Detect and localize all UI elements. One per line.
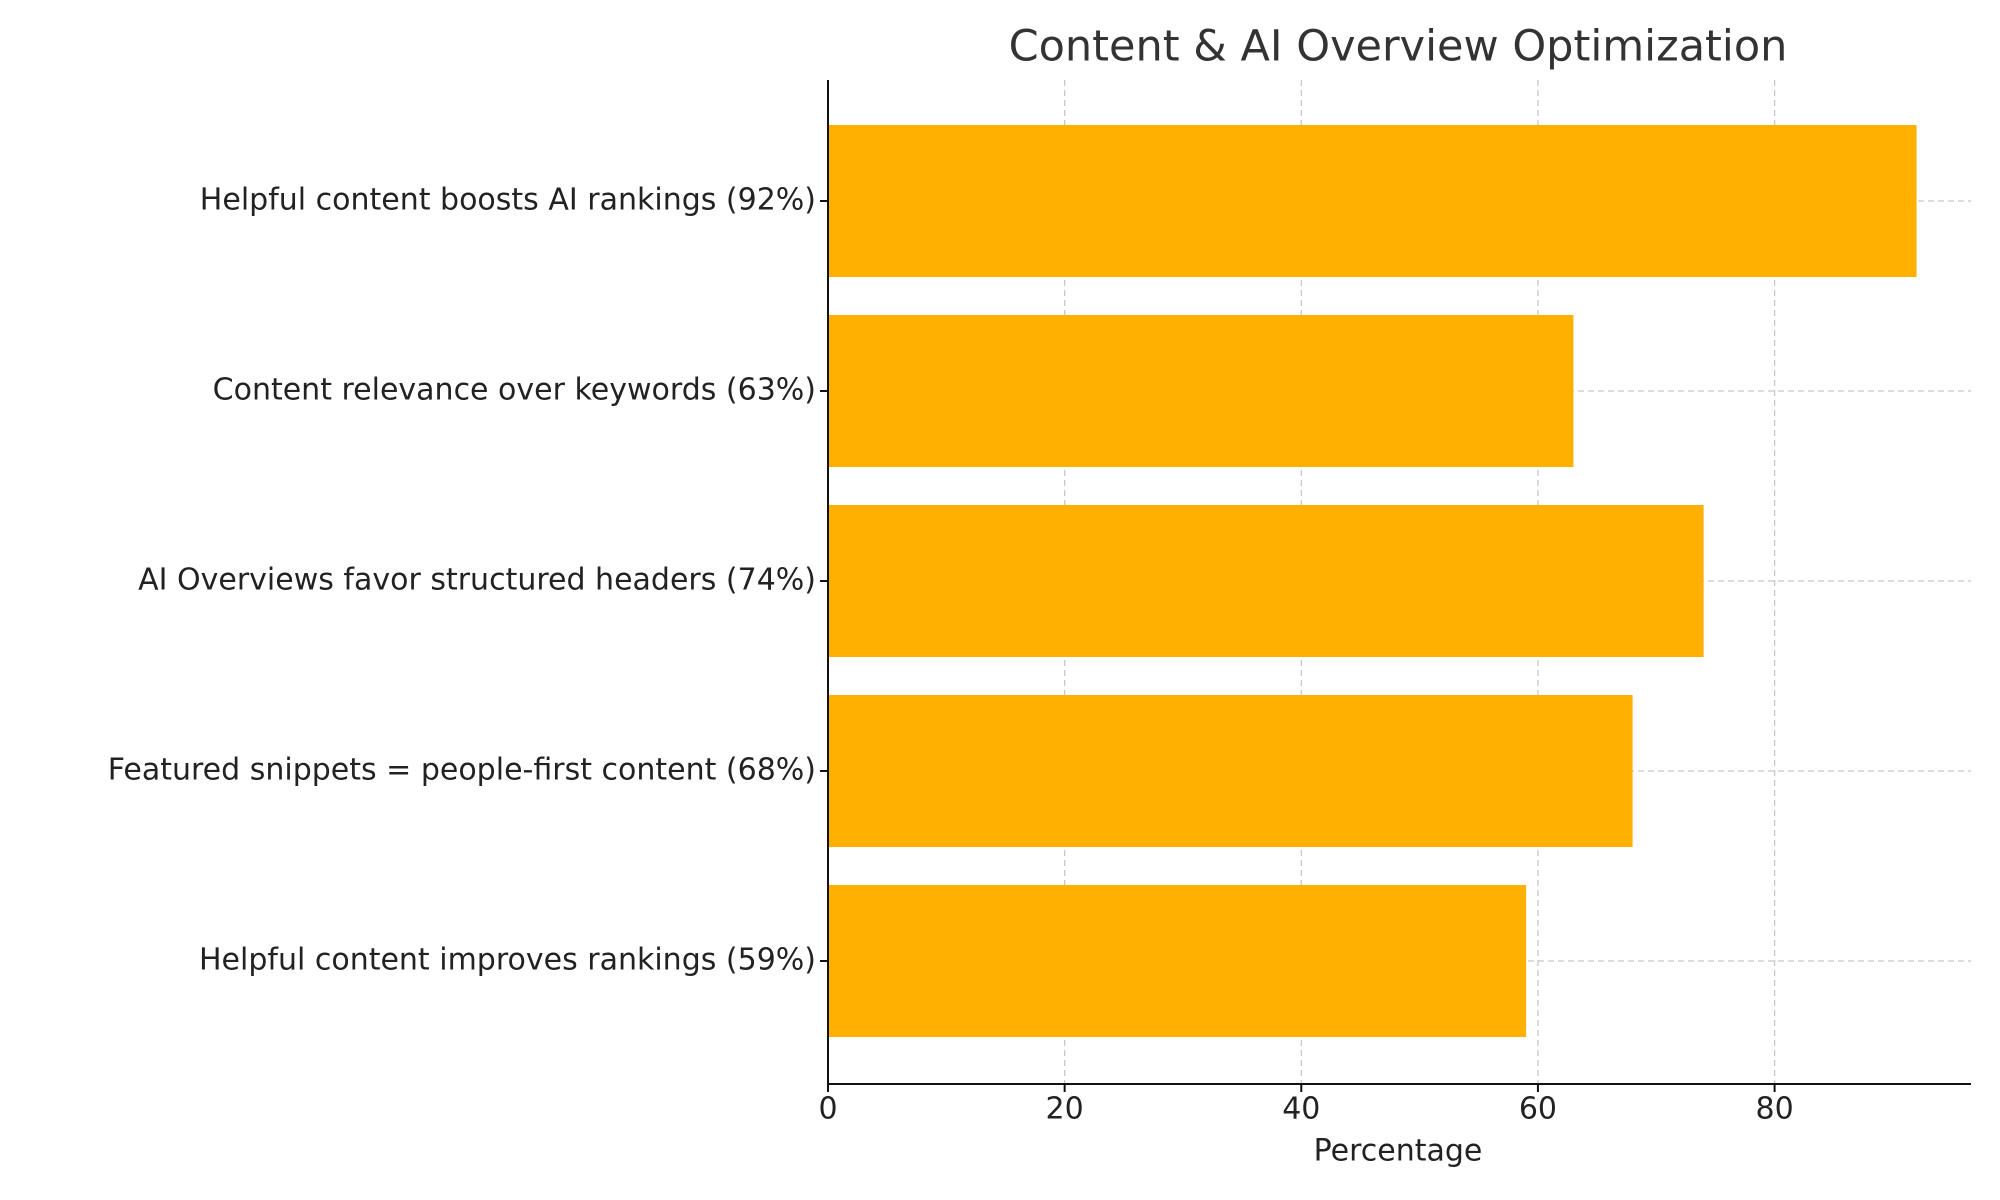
bar bbox=[828, 125, 1917, 277]
y-tick-label: Content relevance over keywords (63%) bbox=[213, 373, 816, 408]
bar bbox=[828, 885, 1527, 1037]
x-axis-label: Percentage bbox=[1314, 1134, 1483, 1169]
chart-title: Content & AI Overview Optimization bbox=[1009, 22, 1788, 72]
bar bbox=[828, 505, 1704, 657]
x-tick-label: 40 bbox=[1282, 1092, 1320, 1127]
x-tick-label: 80 bbox=[1755, 1092, 1793, 1127]
x-tick-label: 20 bbox=[1046, 1092, 1084, 1127]
x-tick-label: 60 bbox=[1519, 1092, 1557, 1127]
y-tick-label: Helpful content boosts AI rankings (92%) bbox=[200, 183, 816, 218]
bar bbox=[828, 695, 1633, 847]
bar bbox=[828, 315, 1574, 467]
y-tick-label: AI Overviews favor structured headers (7… bbox=[138, 563, 816, 598]
y-tick-label: Featured snippets = people-first content… bbox=[108, 753, 816, 788]
y-tick-label: Helpful content improves rankings (59%) bbox=[199, 943, 816, 978]
x-tick-label: 0 bbox=[818, 1092, 837, 1127]
